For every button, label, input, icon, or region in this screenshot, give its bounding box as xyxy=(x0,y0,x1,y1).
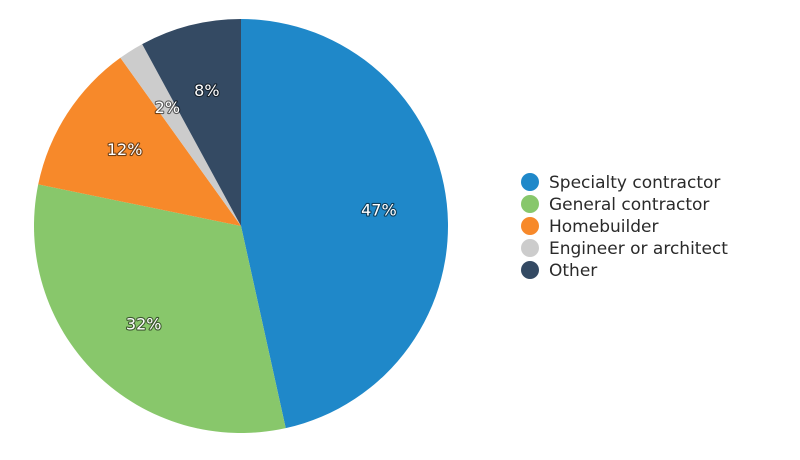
legend-label: Homebuilder xyxy=(549,217,658,237)
slice-label-general-contractor: 32% xyxy=(126,314,162,333)
pie-slice-labels: 47% 32% 12% 2% 8% xyxy=(106,80,398,334)
pie-slice-homebuilder xyxy=(38,57,241,226)
legend-label: Other xyxy=(549,261,597,281)
legend-label: Specialty contractor xyxy=(549,173,720,193)
legend-item-engineer-or-architect: Engineer or architect xyxy=(521,239,728,259)
slice-label-other: 8% xyxy=(194,81,219,100)
legend-swatch xyxy=(521,261,539,279)
slice-label-engineer-or-architect: 2% xyxy=(155,98,180,117)
pie-slice-specialty-contractor xyxy=(241,19,448,429)
pie-slice-general-contractor xyxy=(34,184,286,433)
pie-slice-engineer-or-architect xyxy=(120,44,241,226)
legend-swatch xyxy=(521,173,539,191)
pie-slice-other xyxy=(142,19,241,226)
slice-label-homebuilder: 12% xyxy=(107,140,143,159)
legend-item-general-contractor: General contractor xyxy=(521,195,709,215)
legend-label: General contractor xyxy=(549,195,709,215)
legend-item-homebuilder: Homebuilder xyxy=(521,217,658,237)
legend-item-specialty-contractor: Specialty contractor xyxy=(521,173,720,193)
legend-label: Engineer or architect xyxy=(549,239,728,259)
legend-swatch xyxy=(521,239,539,257)
slice-label-specialty-contractor: 47% xyxy=(361,200,397,219)
pie-slices xyxy=(34,19,448,433)
legend-swatch xyxy=(521,217,539,235)
legend-item-other: Other xyxy=(521,261,597,281)
legend-swatch xyxy=(521,195,539,213)
